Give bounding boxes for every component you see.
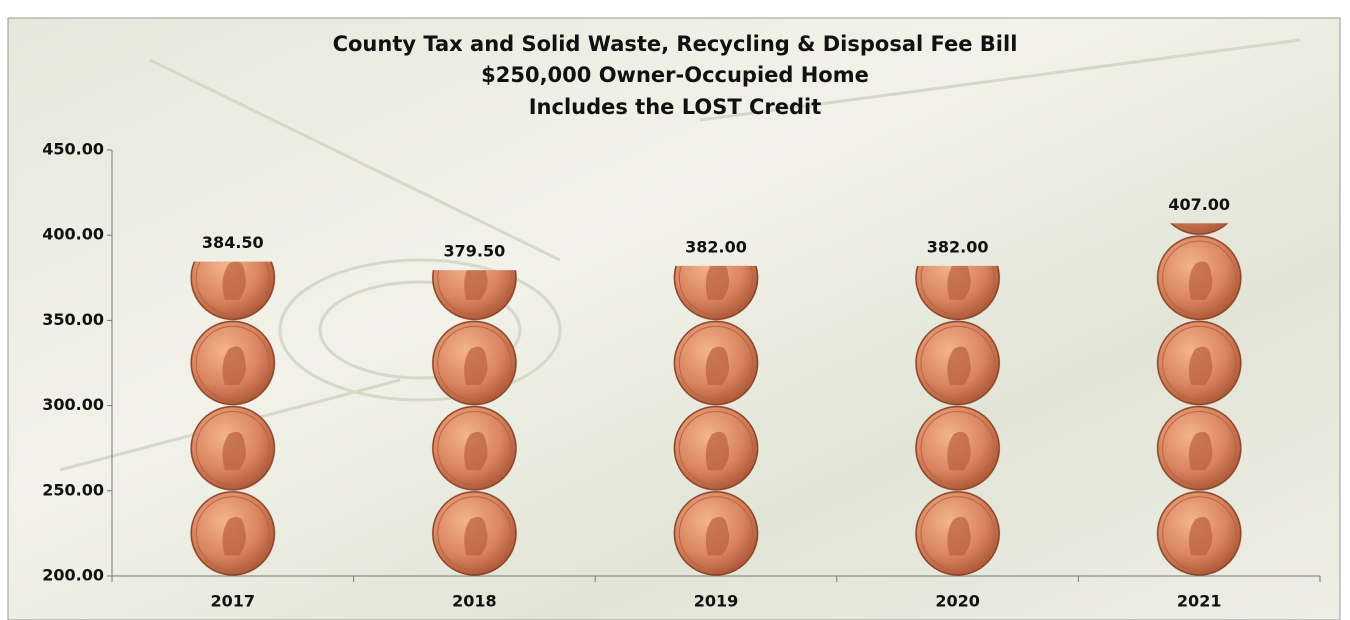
chart-subtitle: Includes the LOST Credit	[529, 95, 822, 119]
value-label: 382.00	[685, 237, 747, 256]
penny-bar	[671, 265, 761, 576]
penny-bar	[912, 265, 1003, 576]
y-tick-label: 300.00	[42, 395, 104, 414]
y-tick-label: 250.00	[42, 480, 104, 499]
x-tick-label: 2020	[935, 592, 980, 611]
x-tick-label: 2021	[1177, 592, 1222, 611]
y-tick-label: 400.00	[42, 225, 104, 244]
x-tick-label: 2017	[211, 592, 256, 611]
value-label: 407.00	[1168, 195, 1230, 214]
value-label: 379.50	[444, 242, 506, 261]
value-label: 382.00	[927, 237, 989, 256]
penny-bar	[187, 261, 278, 576]
penny-bar	[1154, 223, 1245, 576]
chart-subtitle: $250,000 Owner-Occupied Home	[481, 63, 869, 87]
y-tick-label: 350.00	[42, 310, 104, 329]
x-tick-label: 2019	[694, 592, 739, 611]
chart-title: County Tax and Solid Waste, Recycling & …	[333, 32, 1018, 56]
penny-bar	[429, 270, 520, 576]
y-tick-label: 200.00	[42, 566, 104, 585]
y-tick-label: 450.00	[42, 140, 104, 159]
x-tick-label: 2018	[452, 592, 497, 611]
value-label: 384.50	[202, 233, 264, 252]
